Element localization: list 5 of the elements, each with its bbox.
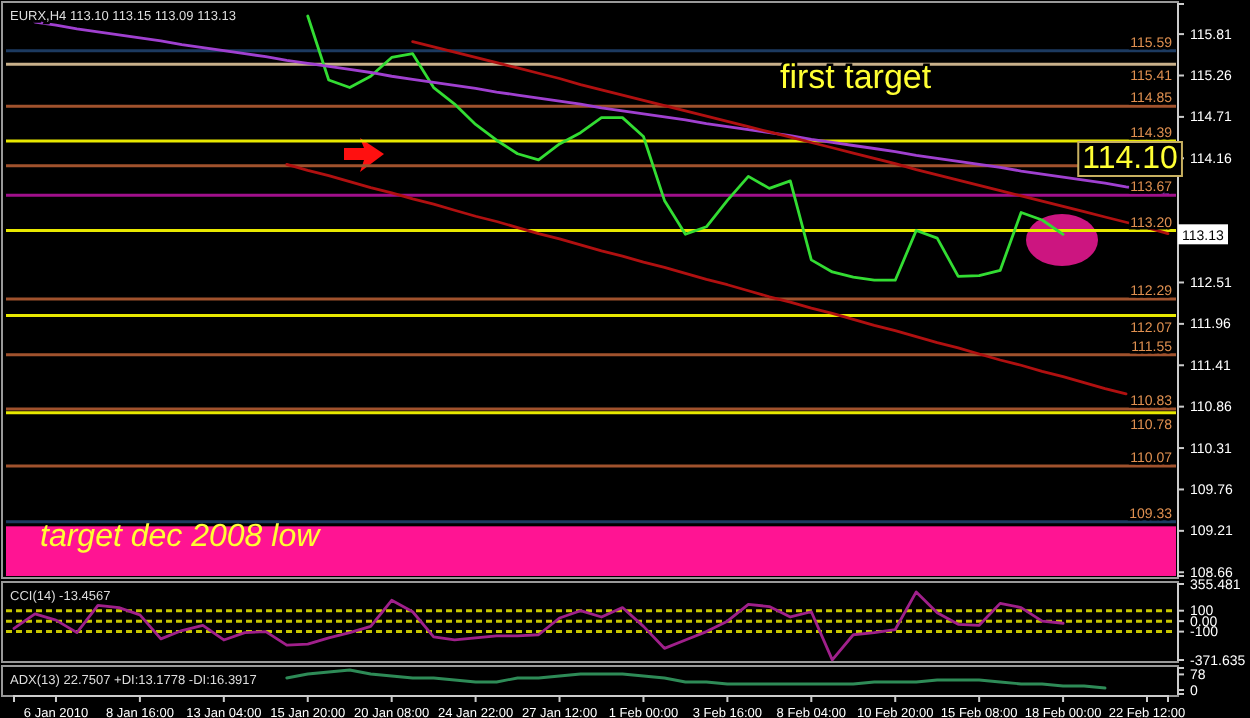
annotation: first target <box>780 58 932 96</box>
line-series <box>285 668 1107 690</box>
annotation: 114.10 <box>1082 142 1178 176</box>
band-label: target dec 2008 low <box>40 520 323 555</box>
line-series <box>12 590 1065 662</box>
